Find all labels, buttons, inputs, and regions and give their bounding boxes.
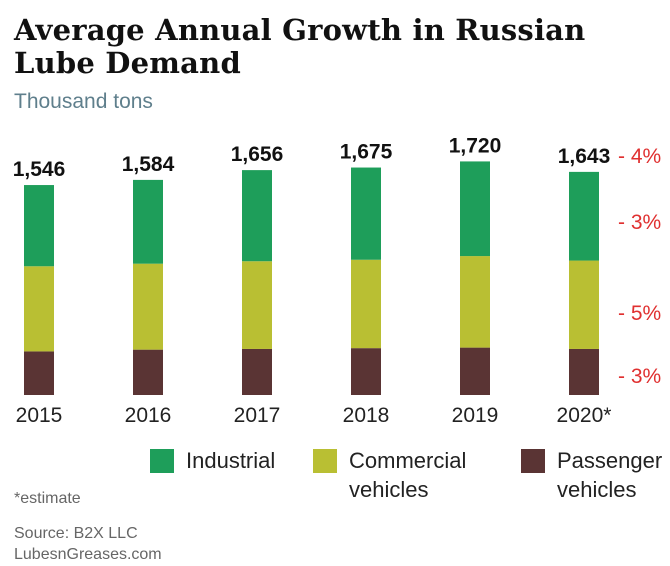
growth-annotation-3: - 5% xyxy=(618,302,661,325)
legend-swatch-passenger xyxy=(521,449,545,473)
bar-segment-commercial-2016 xyxy=(133,263,163,350)
bar-segment-commercial-2020 xyxy=(569,260,599,349)
bar-segment-industrial-2018 xyxy=(351,167,381,260)
bar-segment-industrial-2017 xyxy=(242,170,272,262)
x-tick-label-2020: 2020* xyxy=(557,404,612,427)
growth-annotation-1: - 4% xyxy=(618,145,661,168)
bar-segment-passenger-2015 xyxy=(24,351,54,395)
growth-annotation-2: - 3% xyxy=(618,211,661,234)
legend-swatch-commercial xyxy=(313,449,337,473)
growth-annotation-4: - 3% xyxy=(618,365,661,388)
chart-subtitle: Thousand tons xyxy=(14,90,153,113)
website-line: LubesnGreases.com xyxy=(14,546,162,563)
bar-segment-industrial-2016 xyxy=(133,179,163,264)
bar-segment-commercial-2018 xyxy=(351,259,381,349)
bar-segment-passenger-2020 xyxy=(569,348,599,395)
bar-segment-passenger-2017 xyxy=(242,348,272,395)
legend-label-commercial: Commercial vehicles xyxy=(349,448,467,502)
total-label-2019: 1,720 xyxy=(449,134,502,157)
legend-item-passenger: Passenger vehicles xyxy=(521,446,670,504)
total-label-2016: 1,584 xyxy=(122,153,175,176)
bar-segment-industrial-2019 xyxy=(460,161,490,257)
legend-swatch-industrial xyxy=(150,449,174,473)
stacked-bar-chart: 1,546 2015 1,584 2016 1,656 2017 1,675 2018 1,72… xyxy=(13,134,661,427)
estimate-footnote: *estimate xyxy=(14,490,81,507)
total-label-2020: 1,643 xyxy=(558,145,611,168)
x-tick-label-2019: 2019 xyxy=(452,404,499,427)
bar-segment-passenger-2018 xyxy=(351,348,381,395)
bar-segment-commercial-2019 xyxy=(460,256,490,348)
legend-item-industrial: Industrial xyxy=(150,446,296,475)
chart-title: Average Annual Growth in Russian Lube De… xyxy=(14,13,586,80)
bar-segment-commercial-2015 xyxy=(24,266,54,352)
legend-label-passenger: Passenger vehicles xyxy=(557,448,663,502)
x-tick-label-2018: 2018 xyxy=(343,404,390,427)
total-label-2017: 1,656 xyxy=(231,143,284,166)
legend-label-industrial: Industrial xyxy=(186,448,276,473)
x-tick-label-2015: 2015 xyxy=(16,404,63,427)
source-line: Source: B2X LLC xyxy=(14,525,138,542)
total-label-2015: 1,546 xyxy=(13,158,66,181)
total-label-2018: 1,675 xyxy=(340,141,393,164)
bar-segment-passenger-2019 xyxy=(460,347,490,395)
legend-item-commercial: Commercial vehicles xyxy=(313,446,489,504)
x-tick-label-2017: 2017 xyxy=(234,404,281,427)
bar-segment-industrial-2015 xyxy=(24,185,54,267)
bar-segment-industrial-2020 xyxy=(569,171,599,261)
bar-segment-commercial-2017 xyxy=(242,261,272,349)
source-credit: Source: B2X LLC LubesnGreases.com xyxy=(14,523,162,565)
x-tick-label-2016: 2016 xyxy=(125,404,172,427)
bar-segment-passenger-2016 xyxy=(133,349,163,395)
